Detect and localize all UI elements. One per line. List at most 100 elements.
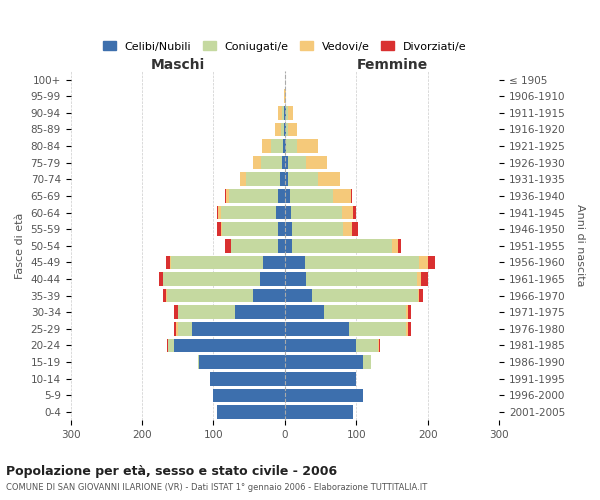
Bar (287, 106, 293, 120)
Bar (174, 338, 285, 352)
Bar (230, 239, 231, 252)
Bar (285, 122, 286, 136)
Bar (289, 122, 297, 136)
Bar (278, 106, 282, 120)
Bar (350, 189, 352, 202)
Bar (285, 239, 292, 252)
Bar (286, 122, 289, 136)
Bar (285, 139, 286, 153)
Bar (285, 388, 364, 402)
Bar (285, 289, 312, 302)
Bar (210, 372, 285, 386)
Bar (284, 106, 285, 120)
Bar (199, 356, 285, 369)
Bar (282, 156, 285, 170)
Bar (263, 256, 285, 269)
Bar (286, 106, 287, 120)
Bar (285, 90, 286, 103)
Bar (324, 306, 406, 319)
Bar (306, 272, 417, 286)
Bar (253, 289, 285, 302)
Bar (353, 206, 356, 220)
Bar (178, 322, 192, 336)
Bar (379, 338, 380, 352)
Bar (166, 289, 167, 302)
Bar (285, 156, 287, 170)
Bar (285, 206, 290, 220)
Bar (276, 206, 285, 220)
Bar (285, 222, 292, 236)
Bar (217, 206, 218, 220)
Bar (312, 289, 418, 302)
Bar (352, 222, 358, 236)
Bar (377, 338, 379, 352)
Text: Popolazione per età, sesso e stato civile - 2006: Popolazione per età, sesso e stato civil… (6, 465, 337, 478)
Bar (283, 139, 285, 153)
Bar (226, 189, 229, 202)
Bar (278, 222, 285, 236)
Bar (292, 239, 392, 252)
Bar (167, 289, 253, 302)
Bar (285, 338, 356, 352)
Bar (262, 139, 271, 153)
Text: COMUNE DI SAN GIOVANNI ILARIONE (VR) - Dati ISTAT 1° gennaio 2006 - Elaborazione: COMUNE DI SAN GIOVANNI ILARIONE (VR) - D… (6, 482, 427, 492)
Bar (406, 322, 409, 336)
Bar (240, 172, 245, 186)
Bar (169, 338, 174, 352)
Bar (235, 306, 285, 319)
Bar (407, 306, 411, 319)
Bar (319, 172, 340, 186)
Bar (159, 272, 163, 286)
Bar (214, 388, 285, 402)
Bar (343, 222, 352, 236)
Bar (280, 172, 285, 186)
Bar (225, 239, 230, 252)
Bar (428, 256, 435, 269)
Bar (217, 405, 285, 419)
Bar (285, 405, 353, 419)
Bar (342, 206, 353, 220)
Bar (305, 156, 327, 170)
Bar (281, 122, 284, 136)
Bar (278, 189, 285, 202)
Bar (285, 256, 305, 269)
Bar (417, 272, 421, 286)
Bar (398, 239, 401, 252)
Bar (260, 272, 285, 286)
Bar (178, 306, 235, 319)
Bar (418, 289, 419, 302)
Bar (166, 256, 170, 269)
Bar (285, 306, 324, 319)
Bar (356, 338, 377, 352)
Bar (305, 256, 419, 269)
Bar (225, 189, 226, 202)
Bar (419, 289, 422, 302)
Bar (229, 189, 278, 202)
Bar (349, 322, 406, 336)
Bar (282, 106, 284, 120)
Bar (285, 106, 286, 120)
Bar (174, 322, 176, 336)
Bar (163, 289, 166, 302)
Bar (275, 122, 281, 136)
Bar (167, 338, 169, 352)
Bar (290, 206, 342, 220)
Bar (253, 156, 260, 170)
Bar (221, 206, 276, 220)
Y-axis label: Anni di nascita: Anni di nascita (575, 204, 585, 287)
Bar (409, 322, 410, 336)
Bar (284, 122, 285, 136)
Text: Maschi: Maschi (151, 58, 205, 72)
Bar (278, 239, 285, 252)
Bar (271, 139, 283, 153)
Bar (163, 272, 260, 286)
Bar (290, 189, 332, 202)
Bar (260, 156, 282, 170)
Bar (217, 222, 221, 236)
Bar (286, 139, 297, 153)
Bar (285, 356, 364, 369)
Bar (197, 356, 199, 369)
Bar (364, 356, 371, 369)
Bar (392, 239, 398, 252)
Bar (297, 139, 319, 153)
